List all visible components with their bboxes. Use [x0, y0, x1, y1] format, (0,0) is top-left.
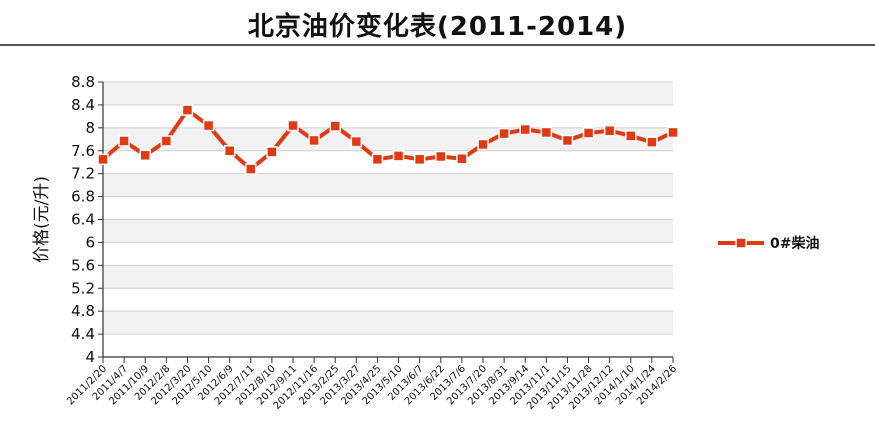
y-tick-label: 6.8	[71, 188, 95, 206]
data-point	[435, 150, 447, 163]
data-point	[498, 127, 510, 140]
data-point	[540, 126, 553, 139]
legend-label: 0#柴油	[770, 235, 819, 252]
data-point	[329, 120, 341, 132]
data-point	[266, 146, 278, 158]
grid-band	[103, 311, 673, 335]
data-point	[667, 126, 679, 139]
data-point	[245, 163, 257, 175]
data-point	[561, 134, 574, 147]
data-point	[519, 123, 531, 136]
y-tick-label: 4.8	[71, 302, 95, 320]
x-axis-ticks: 2011/2/202011/4/72011/10/92012/2/82012/3…	[65, 357, 679, 412]
chart-title: 北京油价变化表(2011-2014)	[247, 12, 628, 42]
y-tick-label: 8	[85, 119, 95, 137]
y-tick-label: 8.4	[71, 96, 95, 114]
data-point	[371, 153, 384, 166]
data-point	[139, 149, 151, 162]
legend: 0#柴油	[718, 235, 819, 252]
grid-band	[103, 196, 673, 220]
grid-band	[103, 334, 673, 357]
series-line	[101, 108, 674, 172]
data-point	[118, 135, 130, 147]
y-tick-label: 5.6	[71, 256, 95, 274]
y-tick-label: 7.2	[71, 165, 95, 183]
data-point	[160, 135, 173, 147]
y-axis-ticks: 4 4.4 4.8 5.2 5.6 6 6.4 6.8 7.2 7.6 8 8.4 8.8	[71, 73, 103, 366]
data-point	[392, 150, 405, 162]
data-point	[97, 153, 109, 166]
y-tick-label: 6	[85, 233, 95, 251]
data-point	[625, 130, 637, 142]
grid-band	[103, 242, 673, 266]
data-point	[413, 153, 426, 166]
grid-band	[103, 288, 673, 312]
grid-band	[103, 82, 673, 105]
data-point	[477, 138, 489, 151]
grid-band	[103, 104, 673, 128]
grid-layer	[102, 81, 673, 358]
data-point	[181, 104, 194, 116]
y-tick-label: 8.8	[71, 73, 95, 91]
data-point	[603, 124, 616, 137]
grid-band	[103, 265, 673, 289]
data-point	[582, 127, 595, 139]
data-point	[350, 135, 363, 148]
series-layer	[97, 104, 679, 175]
data-point	[646, 136, 658, 148]
legend-marker-swatch	[735, 237, 747, 249]
grid-band	[103, 173, 673, 197]
data-point	[202, 119, 215, 132]
y-tick-label: 5.2	[71, 279, 95, 297]
y-tick-label: 4.4	[71, 325, 95, 343]
data-point	[287, 119, 299, 132]
y-tick-label: 7.6	[71, 142, 95, 160]
data-point	[223, 145, 236, 157]
y-tick-label: 4	[85, 348, 95, 366]
data-point	[456, 153, 468, 165]
data-point	[308, 134, 320, 147]
y-tick-label: 6.4	[71, 211, 95, 229]
grid-band	[103, 150, 673, 174]
title-bar: 北京油价变化表(2011-2014)	[0, 0, 875, 46]
grid-band	[103, 219, 673, 243]
y-axis-label: 价格(元/升)	[32, 176, 52, 263]
